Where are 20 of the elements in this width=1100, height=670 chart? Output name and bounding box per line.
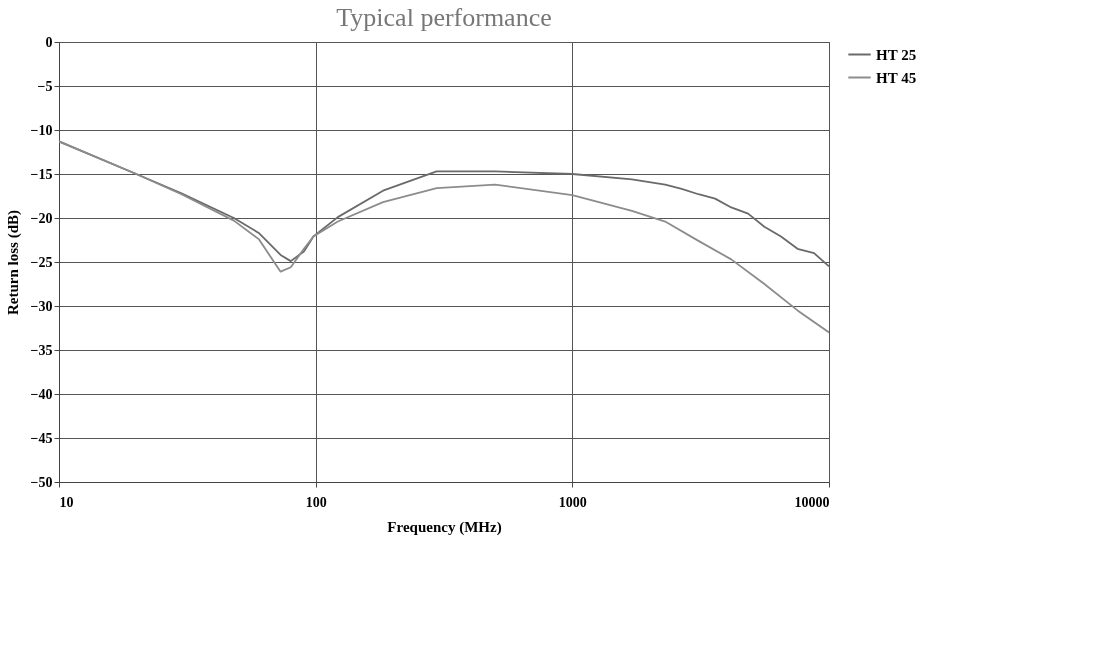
y-tick-label: −30	[30, 298, 53, 314]
y-tick-label: −15	[30, 166, 53, 182]
x-axis-title: Frequency (MHz)	[387, 518, 502, 536]
y-tick-label: −20	[30, 210, 53, 226]
y-tick-label: −10	[30, 122, 53, 138]
x-tick-label: 10000	[794, 494, 830, 510]
y-tick-label: 0	[45, 34, 53, 50]
x-tick-label: 10	[59, 494, 74, 510]
y-tick-label: −45	[30, 430, 53, 446]
y-tick-label: −40	[30, 386, 53, 402]
x-tick-label: 1000	[558, 494, 587, 510]
legend-label: HT 45	[876, 69, 917, 86]
y-tick-label: −5	[37, 78, 53, 94]
chart-title: Typical performance	[336, 3, 552, 32]
x-tick-label: 100	[305, 494, 327, 510]
y-axis-title: Return loss (dB)	[4, 209, 22, 316]
y-tick-label: −50	[30, 474, 53, 490]
y-tick-label: −25	[30, 254, 53, 270]
legend-label: HT 25	[876, 46, 917, 63]
y-tick-label: −35	[30, 342, 53, 358]
